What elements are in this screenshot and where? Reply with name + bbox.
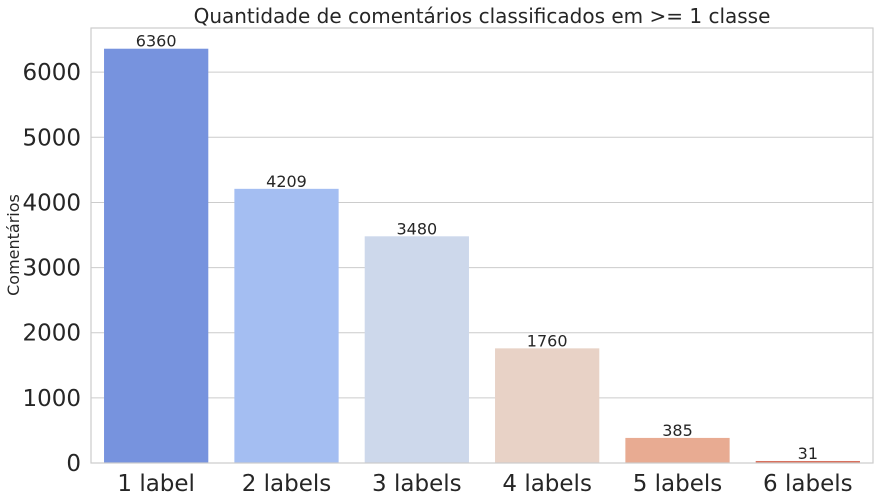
- bars: [104, 48, 860, 463]
- y-tick-label: 3000: [22, 256, 81, 282]
- x-tick-label: 6 labels: [763, 471, 853, 497]
- data-label: 6360: [136, 32, 177, 51]
- x-tick-label: 4 labels: [502, 471, 592, 497]
- bar: [234, 188, 339, 463]
- y-tick-labels: 0 1000 2000 3000 4000 5000 6000: [22, 60, 81, 477]
- bar: [625, 437, 730, 463]
- y-tick-label: 4000: [22, 190, 81, 216]
- bar: [104, 48, 209, 463]
- x-tick-labels: 1 label 2 labels 3 labels 4 labels 5 labels 6…: [117, 471, 852, 497]
- chart-title: Quantidade de comentários classificados …: [194, 4, 771, 28]
- x-tick-label: 2 labels: [242, 471, 332, 497]
- data-label: 31: [798, 444, 818, 463]
- data-label: 1760: [527, 331, 568, 350]
- data-label: 4209: [266, 172, 307, 191]
- y-tick-label: 6000: [22, 60, 81, 86]
- bar: [755, 460, 860, 463]
- bar: [495, 348, 600, 463]
- bar: [364, 236, 469, 463]
- data-labels: 6360 4209 3480 1760 385 31: [136, 32, 818, 463]
- y-axis-label: Comentários: [4, 194, 23, 296]
- plot-frame: [90, 27, 874, 464]
- y-tick-label: 0: [66, 451, 81, 477]
- y-tick-label: 5000: [22, 125, 81, 151]
- data-label: 3480: [396, 219, 437, 238]
- data-label: 385: [662, 421, 693, 440]
- y-tick-label: 2000: [22, 321, 81, 347]
- x-tick-label: 3 labels: [372, 471, 462, 497]
- x-tick-label: 5 labels: [633, 471, 723, 497]
- x-tick-label: 1 label: [117, 471, 195, 497]
- y-tick-label: 1000: [22, 386, 81, 412]
- gridlines: [91, 71, 873, 464]
